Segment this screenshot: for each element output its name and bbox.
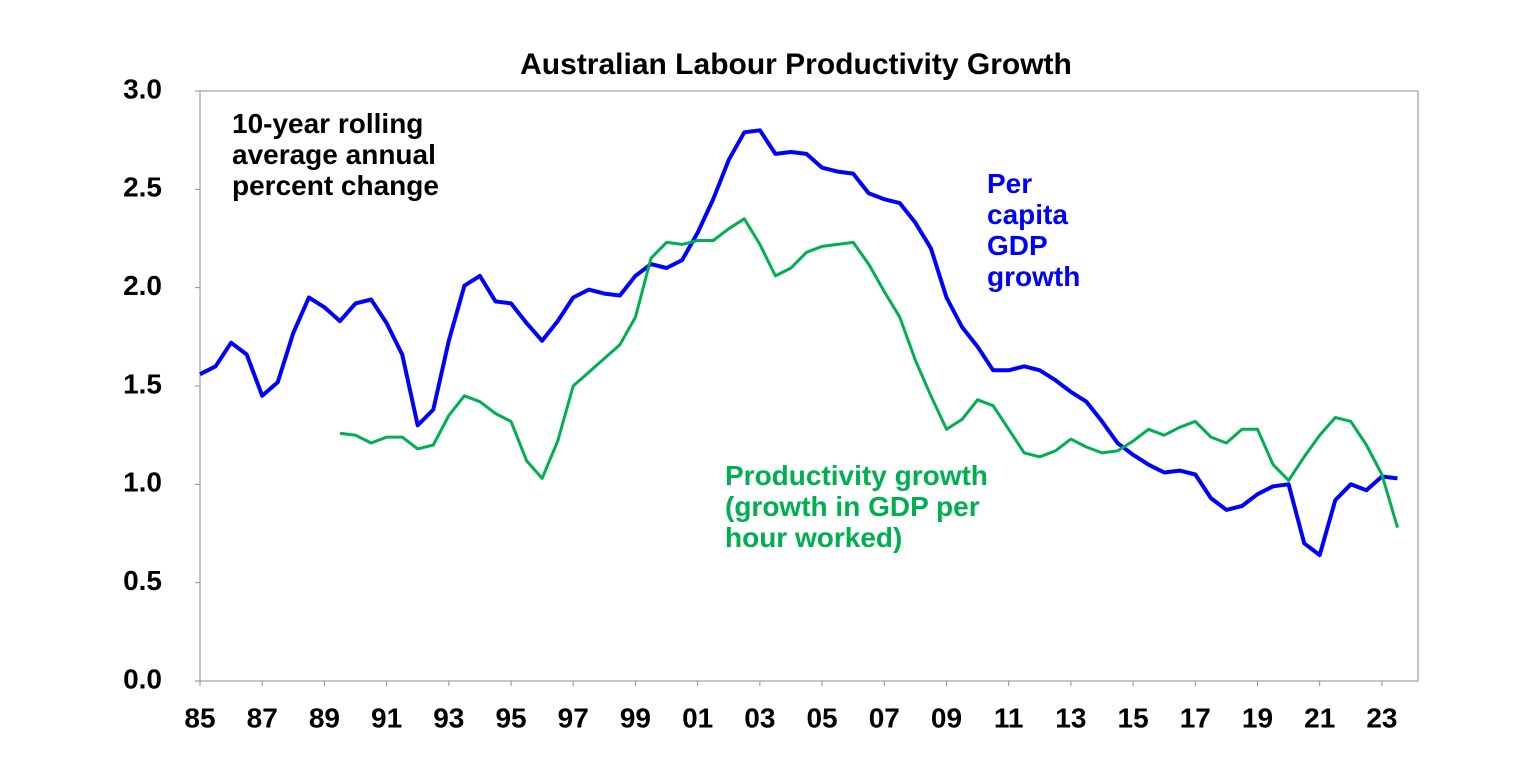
x-tick-label: 07 (869, 702, 900, 733)
x-tick-label: 21 (1304, 702, 1335, 733)
series-label: Per capita GDP growth (987, 168, 1081, 292)
x-tick-label: 13 (1055, 702, 1086, 733)
annotation: 10-year rolling average annual percent c… (232, 108, 439, 201)
y-tick-label: 3.0 (123, 73, 162, 104)
y-tick-label: 1.5 (123, 368, 162, 399)
x-tick-label: 19 (1242, 702, 1273, 733)
x-tick-label: 23 (1366, 702, 1397, 733)
x-tick-label: 85 (184, 702, 215, 733)
x-tick-label: 95 (495, 702, 526, 733)
x-tick-label: 03 (744, 702, 775, 733)
x-tick-label: 97 (558, 702, 589, 733)
x-tick-label: 89 (309, 702, 340, 733)
x-tick-label: 87 (247, 702, 278, 733)
series-line (199, 128, 1398, 558)
x-tick-label: 01 (682, 702, 713, 733)
series-label: Productivity growth (growth in GDP per h… (725, 460, 988, 553)
x-tick-label: 09 (931, 702, 962, 733)
x-tick-label: 93 (433, 702, 464, 733)
x-tick-label: 11 (994, 702, 1024, 733)
x-tick-label: 05 (806, 702, 837, 733)
x-tick-label: 91 (371, 702, 402, 733)
x-tick-label: 17 (1180, 702, 1211, 733)
y-tick-label: 1.0 (123, 467, 162, 498)
chart-title: Australian Labour Productivity Growth (520, 48, 1072, 81)
y-tick-label: 0.0 (123, 663, 162, 694)
series-line (339, 217, 1399, 529)
y-tick-label: 2.0 (123, 270, 162, 301)
x-tick-label: 15 (1118, 702, 1149, 733)
x-tick-label: 99 (620, 702, 651, 733)
y-tick-label: 0.5 (123, 565, 162, 596)
y-tick-label: 2.5 (123, 172, 162, 203)
